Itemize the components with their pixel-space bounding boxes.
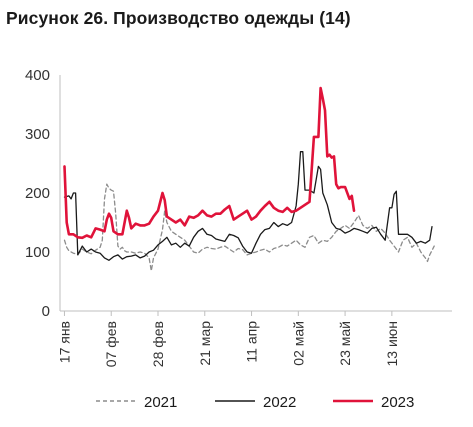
series-line-2022	[63, 151, 433, 261]
x-tick-label: 07 фев	[103, 321, 119, 367]
x-tick-label: 28 фев	[150, 321, 166, 367]
y-tick-label: 400	[25, 67, 50, 84]
series-line-2023	[63, 86, 356, 240]
x-tick-label: 23 май	[337, 321, 353, 366]
x-tick-label: 11 апр	[244, 321, 260, 363]
legend-label-2021: 2021	[144, 394, 177, 411]
legend-label-2023: 2023	[381, 394, 414, 411]
x-tick-label: 13 июн	[384, 321, 400, 367]
x-tick-label: 17 янв	[56, 321, 72, 363]
y-tick-label: 300	[25, 126, 50, 143]
y-tick-label: 200	[25, 185, 50, 202]
y-tick-label: 0	[42, 303, 50, 320]
series-lines	[63, 86, 435, 272]
x-tick-label: 02 май	[290, 321, 306, 366]
legend-label-2022: 2022	[263, 394, 296, 411]
y-axis-ticks: 0 100 200 300 400	[25, 67, 50, 320]
x-axis-ticks: 17 янв 07 фев 28 фев 21 мар 11 апр 02 май 23 м…	[56, 311, 400, 367]
x-tick-label: 21 мар	[197, 321, 213, 366]
y-tick-label: 100	[25, 244, 50, 261]
series-line-2021	[63, 183, 435, 272]
chart-title: Рисунок 26. Производство одежды (14)	[6, 8, 351, 28]
legend: 2021 2022 2023	[96, 394, 414, 411]
